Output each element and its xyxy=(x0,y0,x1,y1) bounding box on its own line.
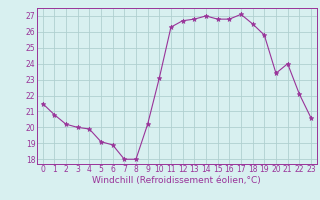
X-axis label: Windchill (Refroidissement éolien,°C): Windchill (Refroidissement éolien,°C) xyxy=(92,176,261,185)
